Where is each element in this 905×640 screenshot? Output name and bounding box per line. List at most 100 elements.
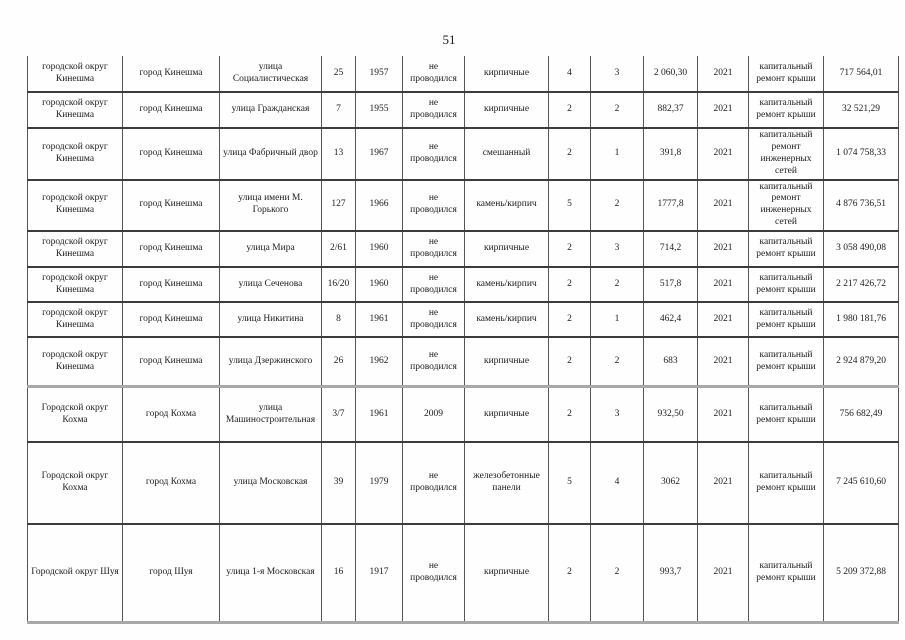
table-cell: 1955 — [355, 92, 403, 129]
table-cell: 3 058 490,08 — [823, 231, 899, 268]
table-cell: 2/61 — [321, 231, 356, 268]
table-cell: 462,4 — [643, 302, 698, 338]
table-cell: 25 — [321, 56, 356, 93]
table-row: городской округ Кинешма город Кинешма улиц… — [27, 337, 899, 388]
table-cell: улица Машиностроительная — [219, 386, 322, 443]
table-cell: капитальный ремонт инженерных сетей — [748, 128, 824, 181]
table-cell: 2021 — [697, 56, 749, 93]
table-cell: городской округ Кинешма — [27, 128, 123, 181]
table-cell: город Кинешма — [122, 128, 220, 181]
table-cell: кирпичные — [464, 386, 549, 443]
table-cell: 717 564,01 — [823, 56, 899, 93]
table-cell: 5 — [548, 442, 591, 525]
table-cell: 2 060,30 — [643, 56, 698, 93]
table-cell: смешанный — [464, 128, 549, 181]
table-cell: улица Московская — [219, 442, 322, 525]
table-cell: 2 — [548, 386, 591, 443]
table-cell: 2 217 426,72 — [823, 267, 899, 303]
table-cell: 26 — [321, 337, 356, 388]
table-cell: 7 245 610,60 — [823, 442, 899, 525]
table-cell: 756 682,49 — [823, 386, 899, 443]
table-cell: кирпичные — [464, 92, 549, 129]
table-cell: Городской округ Кохма — [27, 442, 123, 525]
table-cell: город Кохма — [122, 386, 220, 443]
table-cell: 3/7 — [321, 386, 356, 443]
table-cell: 2 — [548, 524, 591, 624]
table-cell: город Кинешма — [122, 231, 220, 268]
table-cell: 2021 — [697, 231, 749, 268]
table-cell: 16 — [321, 524, 356, 624]
table-cell: город Кинешма — [122, 56, 220, 93]
table-cell: городской округ Кинешма — [27, 231, 123, 268]
table-cell: 2021 — [697, 442, 749, 525]
table-cell: 1 074 758,33 — [823, 128, 899, 181]
table-cell: городской округ Кинешма — [27, 267, 123, 303]
table-cell: не проводился — [402, 128, 465, 181]
table-cell: 2009 — [402, 386, 465, 443]
table-cell: город Кохма — [122, 442, 220, 525]
table-cell: 16/20 — [321, 267, 356, 303]
table-row: Городской округ Кохма город Кохма улица Ма… — [27, 386, 899, 443]
repair-program-table: городской округ Кинешма город Кинешма улиц… — [27, 56, 899, 624]
table-cell: 1960 — [355, 231, 403, 268]
table-cell: 2 — [548, 128, 591, 181]
table-cell: 1777,8 — [643, 179, 698, 232]
table-cell: 2021 — [697, 92, 749, 129]
table-row: городской округ Кинешма город Кинешма улиц… — [27, 92, 899, 129]
table-cell: кирпичные — [464, 231, 549, 268]
table-cell: 2021 — [697, 337, 749, 388]
table-cell: 3 — [590, 231, 644, 268]
table-cell: 39 — [321, 442, 356, 525]
table-cell: 5 209 372,88 — [823, 524, 899, 624]
table-cell: 2021 — [697, 179, 749, 232]
table-cell: 32 521,29 — [823, 92, 899, 129]
table-row: городской округ Кинешма город Кинешма улиц… — [27, 128, 899, 181]
table-cell: город Кинешма — [122, 337, 220, 388]
table-cell: 1979 — [355, 442, 403, 525]
table-cell: город Кинешма — [122, 267, 220, 303]
table-cell: 1 980 181,76 — [823, 302, 899, 338]
table-cell: 1967 — [355, 128, 403, 181]
table-cell: 1 — [590, 302, 644, 338]
table-cell: городской округ Кинешма — [27, 302, 123, 338]
table-cell: капитальный ремонт крыши — [748, 267, 824, 303]
table-cell: 1917 — [355, 524, 403, 624]
table-cell: 2 — [590, 179, 644, 232]
table-cell: город Кинешма — [122, 302, 220, 338]
table-cell: город Кинешма — [122, 179, 220, 232]
table-cell: 683 — [643, 337, 698, 388]
table-cell: 5 — [548, 179, 591, 232]
table-cell: 13 — [321, 128, 356, 181]
table-cell: 4 — [590, 442, 644, 525]
page-number: 51 — [442, 32, 456, 47]
table-cell: не проводился — [402, 524, 465, 624]
table-cell: 1961 — [355, 386, 403, 443]
table-cell: 2 — [590, 267, 644, 303]
table-row: городской округ Кинешма город Кинешма улиц… — [27, 302, 899, 338]
table-cell: 7 — [321, 92, 356, 129]
table-cell: капитальный ремонт инженерных сетей — [748, 179, 824, 232]
table-cell: Городской округ Шуя — [27, 524, 123, 624]
table-cell: 3 — [590, 386, 644, 443]
table-cell: кирпичные — [464, 56, 549, 93]
table-cell: 2021 — [697, 524, 749, 624]
table-cell: капитальный ремонт крыши — [748, 337, 824, 388]
table-cell: улица 1-я Московская — [219, 524, 322, 624]
table-cell: не проводился — [402, 267, 465, 303]
table-cell: железобетонные панели — [464, 442, 549, 525]
table-cell: 993,7 — [643, 524, 698, 624]
table-cell: капитальный ремонт крыши — [748, 56, 824, 93]
table-cell: 2 — [548, 231, 591, 268]
table-cell: 1 — [590, 128, 644, 181]
table-cell: 4 876 736,51 — [823, 179, 899, 232]
table-cell: не проводился — [402, 179, 465, 232]
table-cell: кирпичные — [464, 337, 549, 388]
table-cell: улица Фабричный двор — [219, 128, 322, 181]
table-cell: улица Никитина — [219, 302, 322, 338]
table-cell: 1960 — [355, 267, 403, 303]
table-cell: 391,8 — [643, 128, 698, 181]
table-cell: город Кинешма — [122, 92, 220, 129]
table-cell: 882,37 — [643, 92, 698, 129]
table-cell: 1966 — [355, 179, 403, 232]
